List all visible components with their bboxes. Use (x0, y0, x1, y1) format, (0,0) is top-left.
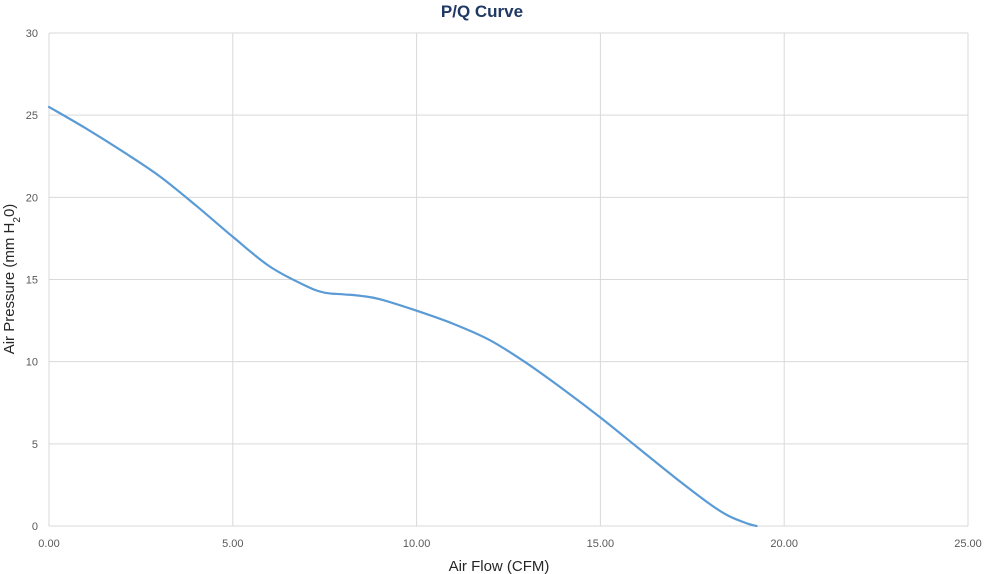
x-tick-labels: 0.00 5.00 10.00 15.00 20.00 25.00 (38, 538, 981, 550)
y-tick-label: 10 (26, 357, 38, 369)
y-axis-label-sub: 2 (12, 217, 23, 223)
x-tick-label: 20.00 (770, 538, 798, 550)
series-line (47, 105, 758, 528)
y-tick-label: 20 (26, 192, 38, 204)
y-axis-label-main: Air Pressure (mm H (1, 223, 18, 355)
y-tick-label: 5 (32, 439, 38, 451)
y-tick-label: 15 (26, 275, 38, 287)
chart-title: P/Q Curve (441, 2, 523, 21)
x-tick-label: 5.00 (222, 538, 243, 550)
y-tick-labels: 0 5 10 15 20 25 30 (26, 28, 38, 533)
y-axis-label-tail: 0) (1, 204, 18, 217)
y-axis-label: Air Pressure (mm H20) (1, 204, 23, 355)
y-tick-label: 0 (32, 521, 38, 533)
y-tick-label: 30 (26, 28, 38, 40)
x-tick-label: 10.00 (403, 538, 431, 550)
y-tick-label: 25 (26, 110, 38, 122)
x-tick-label: 25.00 (954, 538, 982, 550)
grid (48, 32, 969, 527)
x-tick-label: 0.00 (38, 538, 59, 550)
x-tick-label: 15.00 (587, 538, 615, 550)
x-axis-label: Air Flow (CFM) (449, 558, 550, 574)
